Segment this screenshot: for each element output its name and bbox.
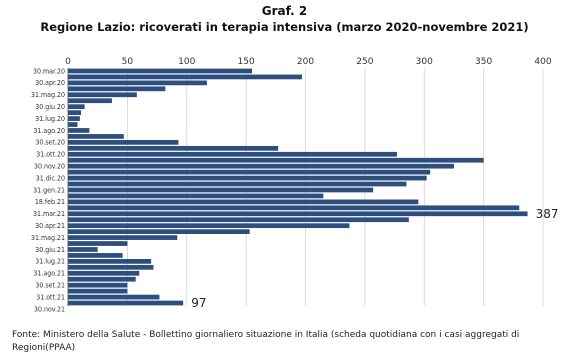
bar	[68, 187, 374, 193]
bar	[68, 282, 128, 288]
bar	[68, 169, 431, 175]
y-tick-label: 31.mar.21	[33, 210, 65, 218]
bar	[68, 193, 324, 199]
y-tick-label: 31.ago.20	[33, 127, 65, 135]
y-tick-label: 30.giu.20	[35, 103, 65, 111]
bar	[68, 217, 409, 223]
bar	[68, 92, 137, 98]
y-tick-label: 31.lug.20	[35, 115, 65, 123]
y-tick-label: 30.mar.20	[33, 67, 65, 75]
bar	[68, 294, 160, 300]
bar	[68, 175, 427, 181]
bar	[68, 110, 82, 115]
bar	[68, 74, 302, 80]
y-tick-label: 30.nov.21	[34, 305, 65, 313]
bar	[68, 134, 124, 139]
y-tick-label: 31.ott.20	[36, 151, 65, 159]
bar	[68, 235, 178, 240]
bar	[68, 270, 140, 276]
y-tick-label: 30.set.21	[35, 281, 65, 289]
y-tick-label: 31.mag.21	[31, 234, 65, 242]
bar	[68, 68, 253, 74]
bar	[68, 104, 85, 110]
bar	[68, 288, 128, 294]
x-tick-label: 150	[238, 57, 255, 67]
y-tick-label: 31.lug.21	[35, 258, 65, 266]
x-tick-label: 250	[356, 57, 373, 67]
bar	[68, 157, 484, 163]
bar	[68, 151, 397, 157]
y-tick-label: 30.apr.20	[35, 79, 65, 87]
y-tick-label: 30.nov.20	[34, 162, 65, 170]
bar	[68, 253, 123, 258]
y-tick-label: 18.feb.21	[35, 198, 65, 206]
bar	[68, 223, 350, 229]
y-tick-label: 30.giu.21	[35, 246, 65, 254]
x-tick-label: 100	[178, 57, 195, 67]
bar	[68, 140, 179, 145]
bar	[68, 259, 152, 264]
y-tick-label: 30.set.20	[35, 139, 65, 147]
x-tick-label: 50	[122, 57, 134, 67]
x-tick-label: 400	[534, 57, 551, 67]
bar	[68, 181, 407, 187]
bar	[68, 229, 250, 234]
y-tick-label: 31.gen.21	[33, 186, 65, 194]
bar	[68, 145, 279, 151]
x-tick-label: 200	[297, 57, 314, 67]
bar	[68, 116, 80, 121]
bar	[68, 211, 528, 217]
figure-label: Graf. 2	[261, 4, 308, 18]
bar	[68, 122, 78, 127]
bar	[68, 86, 166, 92]
bar	[68, 199, 419, 205]
bar	[68, 80, 207, 86]
y-tick-label: 31.dic.20	[36, 174, 65, 182]
chart-title: Regione Lazio: ricoverati in terapia int…	[40, 20, 529, 34]
x-tick-label: 350	[475, 57, 492, 67]
bar	[68, 163, 454, 169]
bar	[68, 264, 154, 270]
y-tick-label: 31.ago.21	[33, 270, 65, 278]
y-tick-label: 31.mag.20	[31, 91, 65, 99]
data-label: 387	[536, 207, 559, 221]
bar	[68, 300, 184, 306]
y-tick-label: 30.apr.21	[35, 222, 65, 230]
source-note: Fonte: Ministero della Salute - Bolletti…	[12, 330, 520, 353]
bar	[68, 128, 90, 133]
bar	[68, 205, 520, 211]
data-label: 97	[191, 296, 206, 310]
bar	[68, 241, 128, 246]
bar	[68, 276, 136, 282]
bar	[68, 98, 112, 104]
x-tick-label: 300	[416, 57, 433, 67]
bar	[68, 247, 98, 252]
x-tick-label: 0	[65, 57, 71, 67]
y-tick-label: 31.ott.21	[36, 293, 65, 301]
